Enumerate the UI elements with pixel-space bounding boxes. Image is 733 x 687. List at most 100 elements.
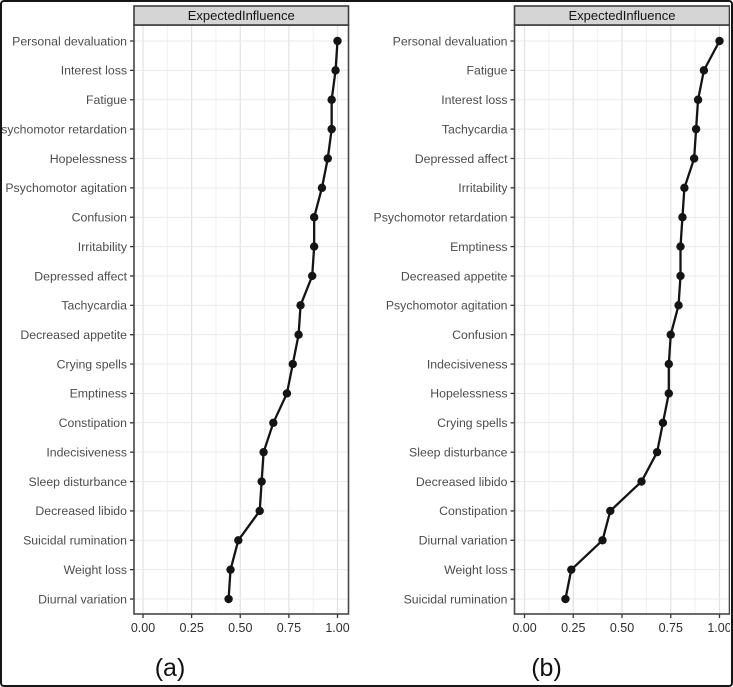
axes-layer: Personal devaluation Fatigue Interest loss… [374, 34, 730, 635]
panel-b: Personal devaluation Fatigue Interest loss… [366, 2, 730, 684]
y-axis-label: Tachycardia [442, 122, 508, 136]
y-axis-label: Confusion [452, 328, 508, 342]
dotplot-chart-a: Personal devaluation Interest loss Fatigue… [2, 5, 350, 682]
y-axis-label: Psychomotor agitation [386, 299, 508, 313]
data-point [598, 536, 607, 545]
data-point [664, 359, 673, 369]
data-point [674, 301, 683, 310]
data-point [567, 565, 576, 574]
y-axis-label: Interest loss [441, 93, 507, 107]
y-axis-label: Tachycardia [61, 299, 127, 313]
facet-strip-label: ExpectedInfluence [188, 8, 295, 23]
data-point [652, 447, 662, 457]
x-axis-label: 0.00 [131, 621, 155, 635]
series-layer [224, 36, 342, 604]
data-point [309, 242, 319, 251]
data-point [294, 330, 303, 339]
y-axis-label: Suicidal rumination [404, 592, 508, 606]
data-point [333, 36, 342, 46]
y-axis-label: Confusion [72, 211, 128, 225]
x-axis-label: 0.75 [277, 621, 301, 635]
data-point [323, 154, 332, 163]
y-axis-label: Decreased libido [416, 475, 508, 489]
y-axis-label: Decreased appetite [20, 328, 127, 342]
y-axis-label: Fatigue [86, 93, 127, 107]
data-point [693, 95, 703, 104]
y-axis-label: Irritability [458, 181, 508, 195]
data-point [691, 124, 701, 134]
x-axis-label: 0.75 [659, 621, 683, 635]
axes-layer: Personal devaluation Interest loss Fatigue… [2, 34, 350, 635]
x-axis-label: 1.00 [707, 621, 730, 635]
panel-caption-b: (b) [531, 654, 562, 682]
y-axis-label: Constipation [439, 504, 508, 518]
data-point [296, 301, 305, 310]
data-point [269, 418, 278, 428]
x-axis-label: 0.50 [228, 621, 252, 635]
x-axis-label: 0.25 [179, 621, 203, 635]
data-point [606, 506, 615, 516]
y-axis-label: Personal devaluation [393, 34, 508, 48]
data-point [689, 154, 699, 163]
data-point [676, 271, 685, 281]
data-point [637, 477, 646, 486]
data-point [715, 36, 724, 46]
grid-layer [514, 25, 730, 614]
y-axis-label: Interest loss [61, 64, 127, 78]
data-point [317, 183, 327, 193]
x-axis-label: 0.25 [561, 621, 585, 635]
y-axis-label: Psychomotor agitation [5, 181, 127, 195]
data-point [234, 536, 243, 545]
y-axis-label: Personal devaluation [12, 34, 127, 48]
y-axis-label: Weight loss [64, 563, 127, 577]
data-point [680, 183, 689, 193]
y-axis-label: Weight loss [444, 563, 507, 577]
data-point [308, 271, 317, 281]
y-axis-label: Diurnal variation [419, 534, 508, 548]
data-point [259, 447, 268, 457]
y-axis-label: Constipation [59, 416, 128, 430]
data-point [257, 477, 266, 486]
plot-panel-border [133, 24, 350, 615]
y-axis-label: Decreased libido [35, 504, 127, 518]
data-point [561, 594, 570, 604]
y-axis-label: Depressed affect [415, 152, 508, 166]
data-point [658, 418, 668, 428]
y-axis-label: Emptiness [450, 240, 507, 254]
y-axis-label: Depressed affect [34, 269, 127, 283]
y-axis-label: Decreased appetite [401, 269, 508, 283]
y-axis-label: Crying spells [57, 357, 127, 371]
y-axis-label: Indecisiveness [46, 445, 127, 459]
y-axis-label: Indecisiveness [427, 357, 508, 371]
data-point [224, 594, 233, 604]
data-point [309, 213, 319, 222]
data-point [699, 66, 709, 75]
expected-influence-line [564, 40, 721, 600]
data-point [678, 213, 687, 222]
data-point [666, 330, 675, 339]
x-axis-label: 1.00 [325, 621, 349, 635]
x-axis-label: 0.00 [512, 621, 536, 635]
y-axis-label: Psychomotor retardation [2, 122, 127, 136]
y-axis-label: Crying spells [437, 416, 507, 430]
y-axis-label: Irritability [78, 240, 128, 254]
expected-influence-line [227, 40, 339, 600]
data-point [676, 242, 685, 251]
data-point [327, 95, 336, 104]
y-axis-label: Suicidal rumination [23, 534, 127, 548]
y-axis-label: Psychomotor retardation [374, 211, 508, 225]
facet-strip [513, 5, 730, 26]
data-point [288, 359, 297, 369]
y-axis-label: Sleep disturbance [409, 445, 508, 459]
dotplot-chart-b: Personal devaluation Fatigue Interest loss… [374, 5, 730, 682]
data-point [331, 66, 340, 75]
panel-a: Personal devaluation Interest loss Fatigue… [2, 2, 366, 684]
facet-strip [133, 5, 350, 26]
data-point [282, 389, 292, 398]
series-layer [561, 36, 724, 604]
panel-caption-a: (a) [155, 654, 186, 682]
facet-strip-label: ExpectedInfluence [569, 8, 676, 23]
y-axis-label: Sleep disturbance [29, 475, 128, 489]
y-axis-label: Hopelessness [50, 152, 127, 166]
